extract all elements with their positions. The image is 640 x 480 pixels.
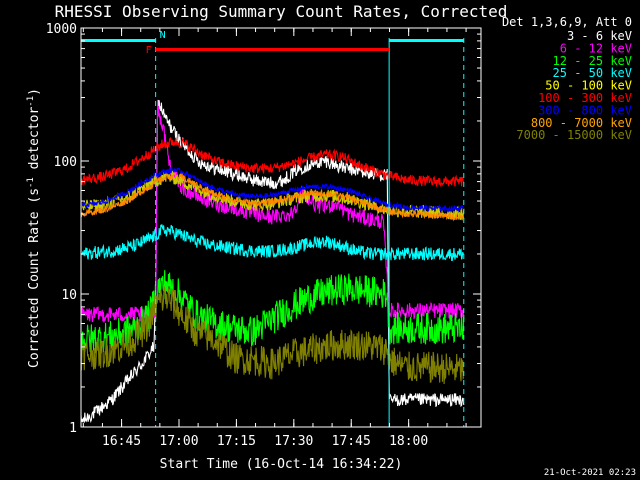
y-tick-label-0: 1 xyxy=(69,421,77,436)
legend-header: Det 1,3,6,9, Att 0 xyxy=(502,15,632,29)
x-tick-label-0: 16:45 xyxy=(102,434,141,449)
series-line-3 xyxy=(80,224,465,262)
legend-entry-7: 800 - 7000 keV xyxy=(531,116,632,130)
plot-area: FN xyxy=(80,30,465,427)
legend-entry-4: 50 - 100 keV xyxy=(545,79,632,93)
x-axis-label: Start Time (16-Oct-14 16:34:22) xyxy=(160,457,403,472)
y-axis-label-mid: detector xyxy=(27,107,42,178)
y-tick-label-1: 10 xyxy=(61,288,77,303)
y-axis-label: Corrected Count Rate (s-1 detector-1) xyxy=(26,88,42,368)
legend-entry-1: 6 - 12 keV xyxy=(560,41,632,55)
x-tick-label-4: 17:45 xyxy=(332,434,371,449)
y-tick-label-3: 1000 xyxy=(46,22,77,37)
night-bar-0 xyxy=(81,39,156,42)
legend-entry-6: 300 - 800 keV xyxy=(538,103,632,117)
legend-entry-8: 7000 - 15000 keV xyxy=(516,128,632,142)
legend-entry-0: 3 - 6 keV xyxy=(567,29,632,43)
series-line-5 xyxy=(80,137,465,188)
plot-frame xyxy=(80,27,482,428)
legend-entry-3: 25 - 50 keV xyxy=(553,66,632,80)
flag-label-0: F xyxy=(146,45,152,56)
y-axis-label-sup2: -1 xyxy=(26,96,36,107)
y-axis-label-main: Corrected Count Rate (s xyxy=(27,188,42,368)
y-tick-label-2: 100 xyxy=(54,155,77,170)
night-bar-1 xyxy=(389,39,464,42)
flag-label-1: N xyxy=(160,30,166,41)
flag-bar-0 xyxy=(155,48,390,51)
legend-entry-5: 100 - 300 keV xyxy=(538,91,632,105)
series-line-7 xyxy=(80,171,465,222)
series-line-8 xyxy=(80,286,465,385)
chart-title: RHESSI Observing Summary Count Rates, Co… xyxy=(55,2,508,21)
x-tick-label-2: 17:15 xyxy=(217,434,256,449)
x-tick-label-5: 18:00 xyxy=(389,434,428,449)
x-tick-label-1: 17:00 xyxy=(159,434,198,449)
y-axis-label-sup1: -1 xyxy=(26,177,36,188)
y-axis-label-end: ) xyxy=(27,88,42,96)
series-line-6 xyxy=(80,166,465,213)
x-tick-label-3: 17:30 xyxy=(274,434,313,449)
axes: 16:45 17:00 17:15 17:30 17:45 18:00 1 10 100 1000 xyxy=(46,22,481,449)
series-line-0 xyxy=(80,99,465,423)
legend-entry-2: 12 - 25 keV xyxy=(553,54,632,68)
footer-date: 21-Oct-2021 02:23 xyxy=(544,468,636,478)
